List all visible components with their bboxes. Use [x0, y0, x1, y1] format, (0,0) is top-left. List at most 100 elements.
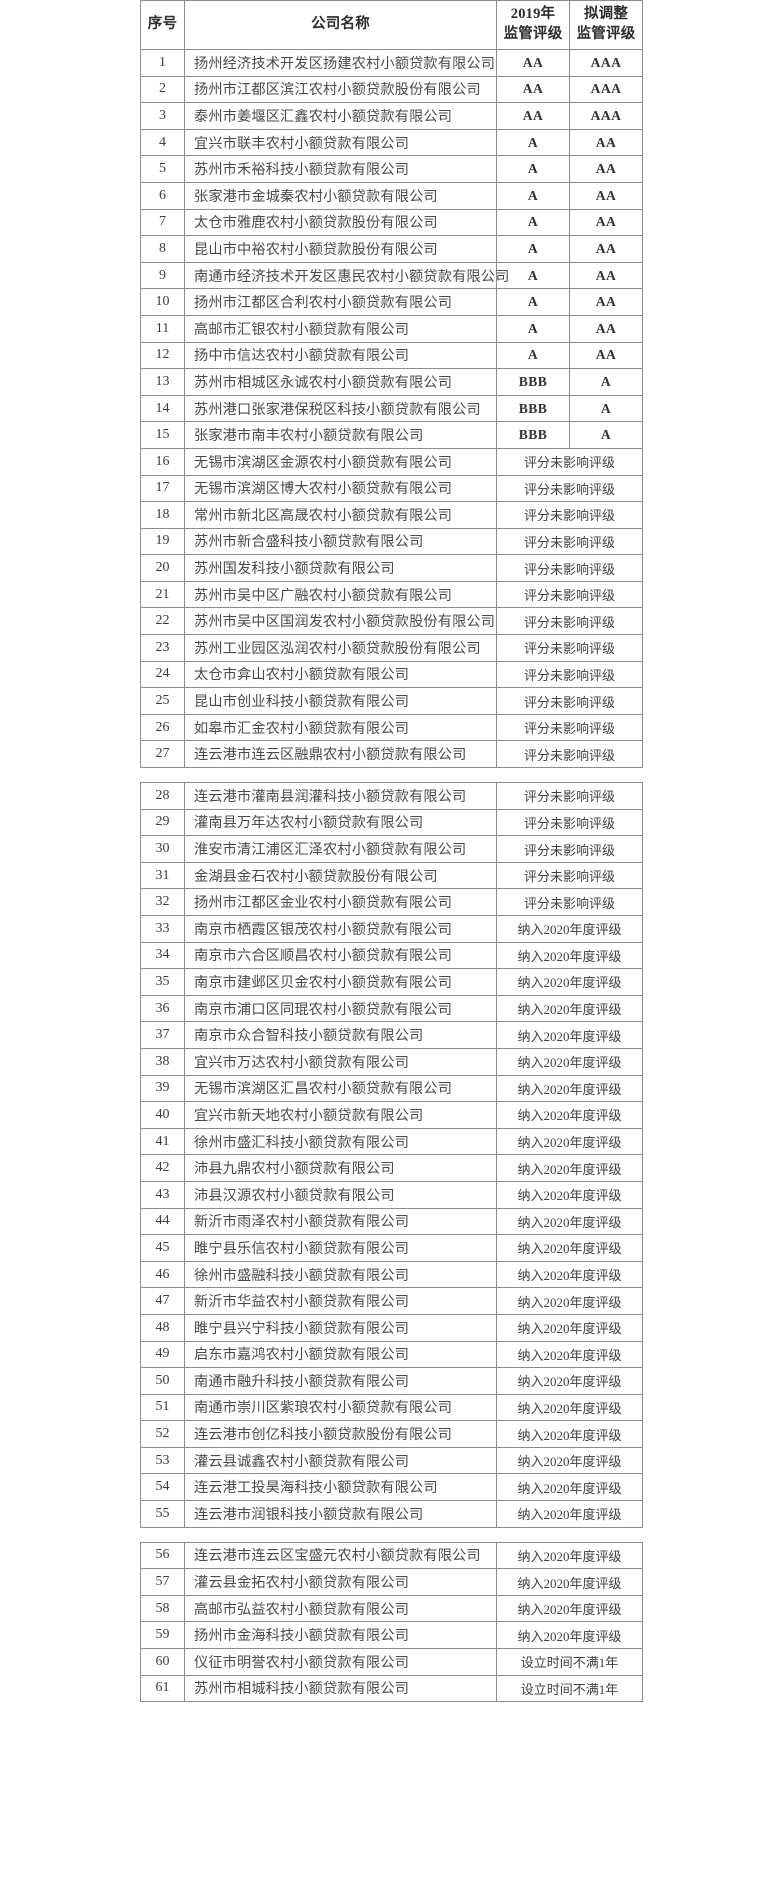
table-row: 8 昆山市中裕农村小额贷款股份有限公司 A AA	[140, 235, 643, 263]
company-name-cell: 扬州市金海科技小额贷款有限公司	[183, 1621, 497, 1650]
rating-note-cell: 评分未影响评级	[496, 740, 643, 769]
company-name-cell: 南京市浦口区同琨农村小额贷款有限公司	[183, 994, 497, 1023]
row-index-cell: 36	[139, 994, 185, 1023]
row-index-cell: 5	[140, 155, 185, 183]
table-row: 4 宜兴市联丰农村小额贷款有限公司 A AA	[140, 128, 643, 157]
company-name-cell: 灌云县诚鑫农村小额贷款有限公司	[183, 1446, 497, 1475]
company-name-cell: 南通市崇川区紫琅农村小额贷款有限公司	[183, 1393, 497, 1422]
row-index-cell: 58	[139, 1594, 185, 1623]
table-row: 17 无锡市滨湖区博大农村小额贷款有限公司 评分未影响评级	[140, 474, 643, 503]
rating-note-cell: 评分未影响评级	[495, 782, 644, 810]
row-index-cell: 61	[139, 1674, 185, 1703]
company-name-cell: 徐州市盛汇科技小额贷款有限公司	[183, 1127, 497, 1156]
row-index-cell: 23	[140, 634, 185, 662]
column-header-rating-adjust-line-2: 监管评级	[576, 26, 636, 42]
rating-adjust-cell: AA	[569, 155, 643, 183]
row-index-cell: 55	[139, 1500, 185, 1528]
row-index-cell: 29	[139, 808, 185, 837]
table-row: 29 灌南县万年达农村小额贷款有限公司 评分未影响评级	[139, 808, 644, 837]
table-row: 48 睢宁县兴宁科技小额贷款有限公司 纳入2020年度评级	[139, 1313, 644, 1342]
rating-2019-cell: BBB	[496, 421, 570, 449]
table-row: 12 扬中市信达农村小额贷款有限公司 A AA	[140, 341, 643, 370]
row-index-cell: 47	[139, 1287, 185, 1315]
row-index-cell: 42	[139, 1154, 185, 1182]
table-row: 28 连云港市灌南县润灌科技小额贷款有限公司 评分未影响评级	[139, 782, 644, 810]
row-index-cell: 53	[139, 1446, 185, 1475]
company-name-cell: 苏州国发科技小额贷款有限公司	[184, 554, 497, 582]
table-row: 13 苏州市相城区永诚农村小额贷款有限公司 BBB A	[140, 368, 643, 396]
table-row: 50 南通市融升科技小额贷款有限公司 纳入2020年度评级	[139, 1367, 644, 1395]
rating-2019-cell: BBB	[496, 394, 570, 423]
table-row: 31 金湖县金石农村小额贷款股份有限公司 评分未影响评级	[139, 861, 644, 890]
table-row: 3 泰州市姜堰区汇鑫农村小额贷款有限公司 AA AAA	[140, 102, 643, 130]
company-name-cell: 淮安市清江浦区汇泽农村小额贷款有限公司	[183, 835, 497, 863]
row-index-cell: 37	[139, 1021, 185, 1049]
rating-note-cell: 评分未影响评级	[496, 687, 643, 715]
rating-2019-cell: A	[496, 181, 570, 210]
company-name-cell: 新沂市雨泽农村小额贷款有限公司	[183, 1207, 497, 1236]
company-name-cell: 新沂市华益农村小额贷款有限公司	[183, 1287, 497, 1315]
row-index-cell: 25	[140, 687, 185, 715]
row-index-cell: 30	[139, 835, 185, 863]
row-index-cell: 57	[139, 1568, 185, 1596]
table-row: 57 灌云县金拓农村小额贷款有限公司 纳入2020年度评级	[139, 1568, 644, 1596]
row-index-cell: 33	[139, 915, 185, 943]
row-index-cell: 3	[140, 102, 185, 130]
company-name-cell: 无锡市滨湖区金源农村小额贷款有限公司	[184, 447, 497, 476]
row-index-cell: 59	[139, 1621, 185, 1650]
row-index-cell: 22	[140, 607, 185, 636]
company-name-cell: 苏州港口张家港保税区科技小额贷款有限公司	[184, 394, 497, 423]
company-name-cell: 常州市新北区高晟农村小额贷款有限公司	[184, 501, 497, 529]
table-row: 36 南京市浦口区同琨农村小额贷款有限公司 纳入2020年度评级	[139, 994, 644, 1023]
rating-table-block-3: 56 连云港市连云区宝盛元农村小额贷款有限公司 纳入2020年度评级 57 灌云县金拓农…	[139, 1541, 644, 1703]
row-index-cell: 52	[139, 1420, 185, 1448]
rating-adjust-cell: A	[569, 368, 643, 396]
company-name-cell: 苏州市相城区永诚农村小额贷款有限公司	[184, 368, 497, 396]
table-row: 37 南京市众合智科技小额贷款有限公司 纳入2020年度评级	[139, 1021, 644, 1049]
rating-note-cell: 纳入2020年度评级	[495, 915, 644, 943]
table-row: 10 扬州市江都区合利农村小额贷款有限公司 A AA	[140, 288, 643, 316]
table-row: 33 南京市栖霞区银茂农村小额贷款有限公司 纳入2020年度评级	[139, 915, 644, 943]
company-name-cell: 扬州市江都区滨江农村小额贷款股份有限公司	[184, 75, 497, 104]
company-name-cell: 启东市嘉鸿农村小额贷款有限公司	[183, 1340, 497, 1369]
table-row: 2 扬州市江都区滨江农村小额贷款股份有限公司 AA AAA	[140, 75, 643, 104]
row-index-cell: 18	[140, 501, 185, 529]
rating-2019-cell: A	[496, 314, 570, 343]
table-row: 55 连云港市润银科技小额贷款有限公司 纳入2020年度评级	[139, 1500, 644, 1528]
row-index-cell: 50	[139, 1367, 185, 1395]
table-row: 16 无锡市滨湖区金源农村小额贷款有限公司 评分未影响评级	[140, 447, 643, 476]
rating-adjust-cell: AA	[569, 261, 643, 290]
row-index-cell: 28	[139, 782, 185, 810]
row-index-cell: 60	[139, 1648, 185, 1676]
company-name-cell: 无锡市滨湖区汇昌农村小额贷款有限公司	[183, 1074, 497, 1103]
table-row: 49 启东市嘉鸿农村小额贷款有限公司 纳入2020年度评级	[139, 1340, 644, 1369]
table-row: 44 新沂市雨泽农村小额贷款有限公司 纳入2020年度评级	[139, 1207, 644, 1236]
company-name-cell: 苏州市吴中区国润发农村小额贷款股份有限公司	[184, 607, 497, 636]
row-index-cell: 14	[140, 394, 185, 423]
row-index-cell: 7	[140, 208, 185, 237]
rating-adjust-cell: AAA	[569, 49, 643, 77]
company-name-cell: 苏州市相城科技小额贷款有限公司	[183, 1674, 497, 1703]
table-row: 52 连云港市创亿科技小额贷款股份有限公司 纳入2020年度评级	[139, 1420, 644, 1448]
rating-note-cell: 纳入2020年度评级	[495, 1260, 644, 1289]
company-name-cell: 南通市经济技术开发区惠民农村小额贷款有限公司	[184, 261, 509, 290]
row-index-cell: 2	[140, 75, 185, 104]
table-row: 47 新沂市华益农村小额贷款有限公司 纳入2020年度评级	[139, 1287, 644, 1315]
row-index-cell: 20	[140, 554, 185, 582]
rating-note-cell: 纳入2020年度评级	[495, 1541, 644, 1570]
row-index-cell: 43	[139, 1180, 185, 1209]
table-row: 56 连云港市连云区宝盛元农村小额贷款有限公司 纳入2020年度评级	[139, 1541, 644, 1570]
table-row: 19 苏州市新合盛科技小额贷款有限公司 评分未影响评级	[140, 527, 643, 556]
company-name-cell: 徐州市盛融科技小额贷款有限公司	[183, 1260, 497, 1289]
rating-note-cell: 评分未影响评级	[496, 474, 643, 503]
company-name-cell: 沛县汉源农村小额贷款有限公司	[183, 1180, 497, 1209]
company-name-cell: 宜兴市联丰农村小额贷款有限公司	[184, 128, 497, 157]
rating-note-cell: 评分未影响评级	[495, 808, 644, 837]
rating-adjust-cell: AAA	[569, 75, 643, 104]
rating-2019-cell: AA	[496, 49, 570, 77]
rating-note-cell: 纳入2020年度评级	[495, 1127, 644, 1156]
row-index-cell: 56	[139, 1541, 185, 1570]
rating-adjust-cell: AA	[569, 314, 643, 343]
table-row: 18 常州市新北区高晟农村小额贷款有限公司 评分未影响评级	[140, 501, 643, 529]
